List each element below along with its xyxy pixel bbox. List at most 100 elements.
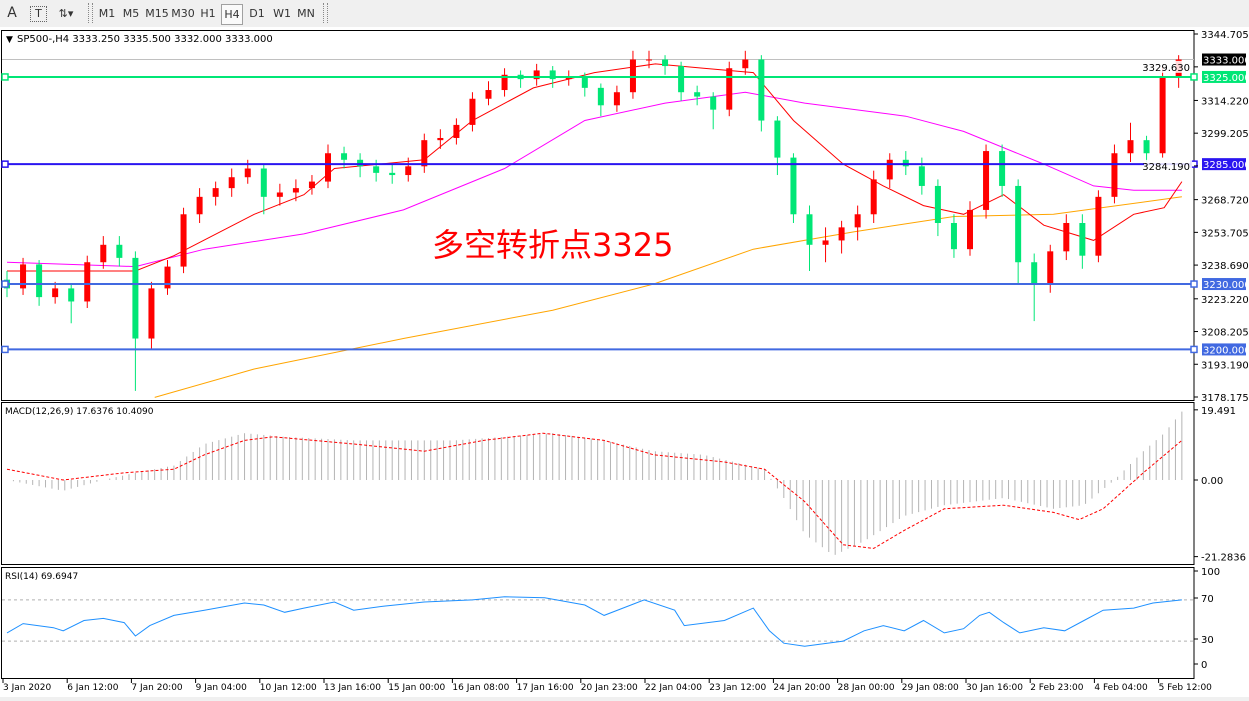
candle — [1127, 122, 1134, 162]
timeframe-h1-button[interactable]: H1 — [200, 7, 216, 20]
candle-body — [244, 168, 251, 178]
candle-body — [613, 92, 620, 106]
price-axis-label: 3208.205 — [1201, 328, 1249, 339]
candle — [196, 188, 203, 223]
candle — [1143, 135, 1150, 162]
time-axis-label: 17 Jan 16:00 — [517, 683, 574, 693]
candle-body — [950, 222, 957, 250]
chart-canvas[interactable]: 3325.000 3285.000 3230.000 3200.000 3333.000… — [0, 27, 1249, 697]
macd-title: MACD(12,26,9) 17.6376 10.4090 — [5, 407, 154, 417]
candle-body — [260, 168, 267, 197]
candle-body — [164, 266, 171, 289]
candle — [726, 61, 733, 117]
candle-body — [1063, 222, 1070, 252]
candle — [1159, 66, 1166, 158]
candle — [308, 175, 315, 195]
macd-axis-label: 0.00 — [1201, 476, 1223, 487]
candle-body — [581, 76, 588, 88]
collapse-triangle-icon: ▼ — [6, 35, 13, 45]
candle — [678, 61, 685, 101]
time-axis-label: 7 Jan 20:00 — [131, 683, 183, 693]
time-axis-label: 22 Jan 04:00 — [645, 683, 702, 693]
candle-body — [1095, 196, 1102, 256]
candle — [1031, 253, 1038, 322]
candle-body — [132, 257, 139, 339]
candle-body — [565, 76, 572, 80]
level-price-tag — [1202, 158, 1246, 171]
price-axis-label: 3344.705 — [1201, 30, 1249, 41]
arrows-dropdown-icon[interactable]: ⇅▾ — [58, 7, 74, 20]
candle — [662, 55, 669, 75]
candle — [1079, 214, 1086, 269]
time-axis-label: 28 Jan 00:00 — [838, 683, 895, 693]
candle — [501, 68, 508, 97]
timeframe-m1-button[interactable]: M1 — [98, 7, 116, 20]
time-axis-label: 23 Jan 12:00 — [709, 683, 766, 693]
time-axis-label: 10 Jan 12:00 — [260, 683, 317, 693]
timeframe-d1-button[interactable]: D1 — [249, 7, 265, 20]
candle-body — [52, 288, 59, 298]
chart-background — [0, 27, 1249, 697]
timeframe-m30-button[interactable]: M30 — [171, 7, 195, 20]
rsi-axis-label: 100 — [1201, 567, 1220, 578]
candle-body — [967, 209, 973, 250]
level-price-label: 3285.000 — [1203, 160, 1249, 171]
current-price-label: 3333.000 — [1203, 56, 1249, 67]
time-axis-label: 9 Jan 04:00 — [196, 683, 248, 693]
candle-body — [533, 70, 540, 80]
candle-body — [1031, 262, 1038, 285]
candle-body — [1047, 251, 1054, 285]
price-axis-label: 3238.690 — [1201, 261, 1249, 272]
timeframe-h4-button[interactable]: H4 — [221, 4, 243, 25]
candle — [68, 284, 75, 324]
candle — [469, 92, 476, 132]
rsi-line — [6, 596, 1182, 647]
candle-body — [902, 159, 909, 167]
candle — [164, 260, 171, 295]
candle — [132, 251, 139, 391]
time-axis-label: 20 Jan 23:00 — [581, 683, 638, 693]
time-axis-label: 5 Feb 12:00 — [1159, 683, 1213, 693]
candle-body — [854, 214, 861, 228]
main-panel-frame — [1, 30, 1195, 401]
timeframe-m15-button[interactable]: M15 — [145, 7, 169, 20]
candle-body — [1159, 76, 1166, 154]
price-axis-label-backdrop — [1144, 60, 1192, 73]
candle-body — [886, 159, 893, 180]
candle — [100, 236, 107, 269]
candle — [228, 168, 235, 197]
time-axis-label: 30 Jan 16:00 — [966, 683, 1023, 693]
level-price-label: 3325.000 — [1203, 73, 1249, 84]
candle — [806, 205, 813, 271]
candle-body — [308, 181, 315, 189]
candle-body — [710, 96, 717, 110]
level-handle-left — [1, 345, 9, 354]
candle — [52, 281, 59, 304]
macd-panel-frame — [1, 402, 1195, 565]
chart-window[interactable]: 3325.000 3285.000 3230.000 3200.000 3333.000… — [0, 27, 1249, 697]
candle-body — [870, 179, 877, 215]
candle-body — [662, 59, 669, 67]
candle — [148, 281, 155, 350]
candle-body — [678, 66, 685, 93]
text-label-tool-button[interactable]: T — [30, 6, 47, 22]
time-axis-label: 3 Jan 2020 — [3, 683, 51, 693]
candle — [325, 144, 331, 189]
candle-body — [983, 151, 990, 210]
candle — [1111, 144, 1118, 204]
candle — [597, 83, 604, 117]
time-axis-label: 6 Jan 12:00 — [67, 683, 119, 693]
candle — [565, 70, 572, 86]
candle-body — [469, 98, 476, 125]
current-price-tag — [1202, 53, 1246, 66]
timeframe-mn-button[interactable]: MN — [297, 7, 315, 20]
text-tool-button[interactable]: A — [7, 5, 17, 21]
candle-body — [196, 196, 203, 215]
candle — [710, 92, 717, 130]
timeframe-w1-button[interactable]: W1 — [273, 7, 291, 20]
candle-body — [838, 227, 845, 241]
time-axis-label: 13 Jan 16:00 — [324, 683, 381, 693]
timeframe-m5-button[interactable]: M5 — [122, 7, 140, 20]
price-axis-label-backdrop — [1144, 159, 1192, 172]
price-axis-label: 3268.720 — [1201, 196, 1249, 207]
